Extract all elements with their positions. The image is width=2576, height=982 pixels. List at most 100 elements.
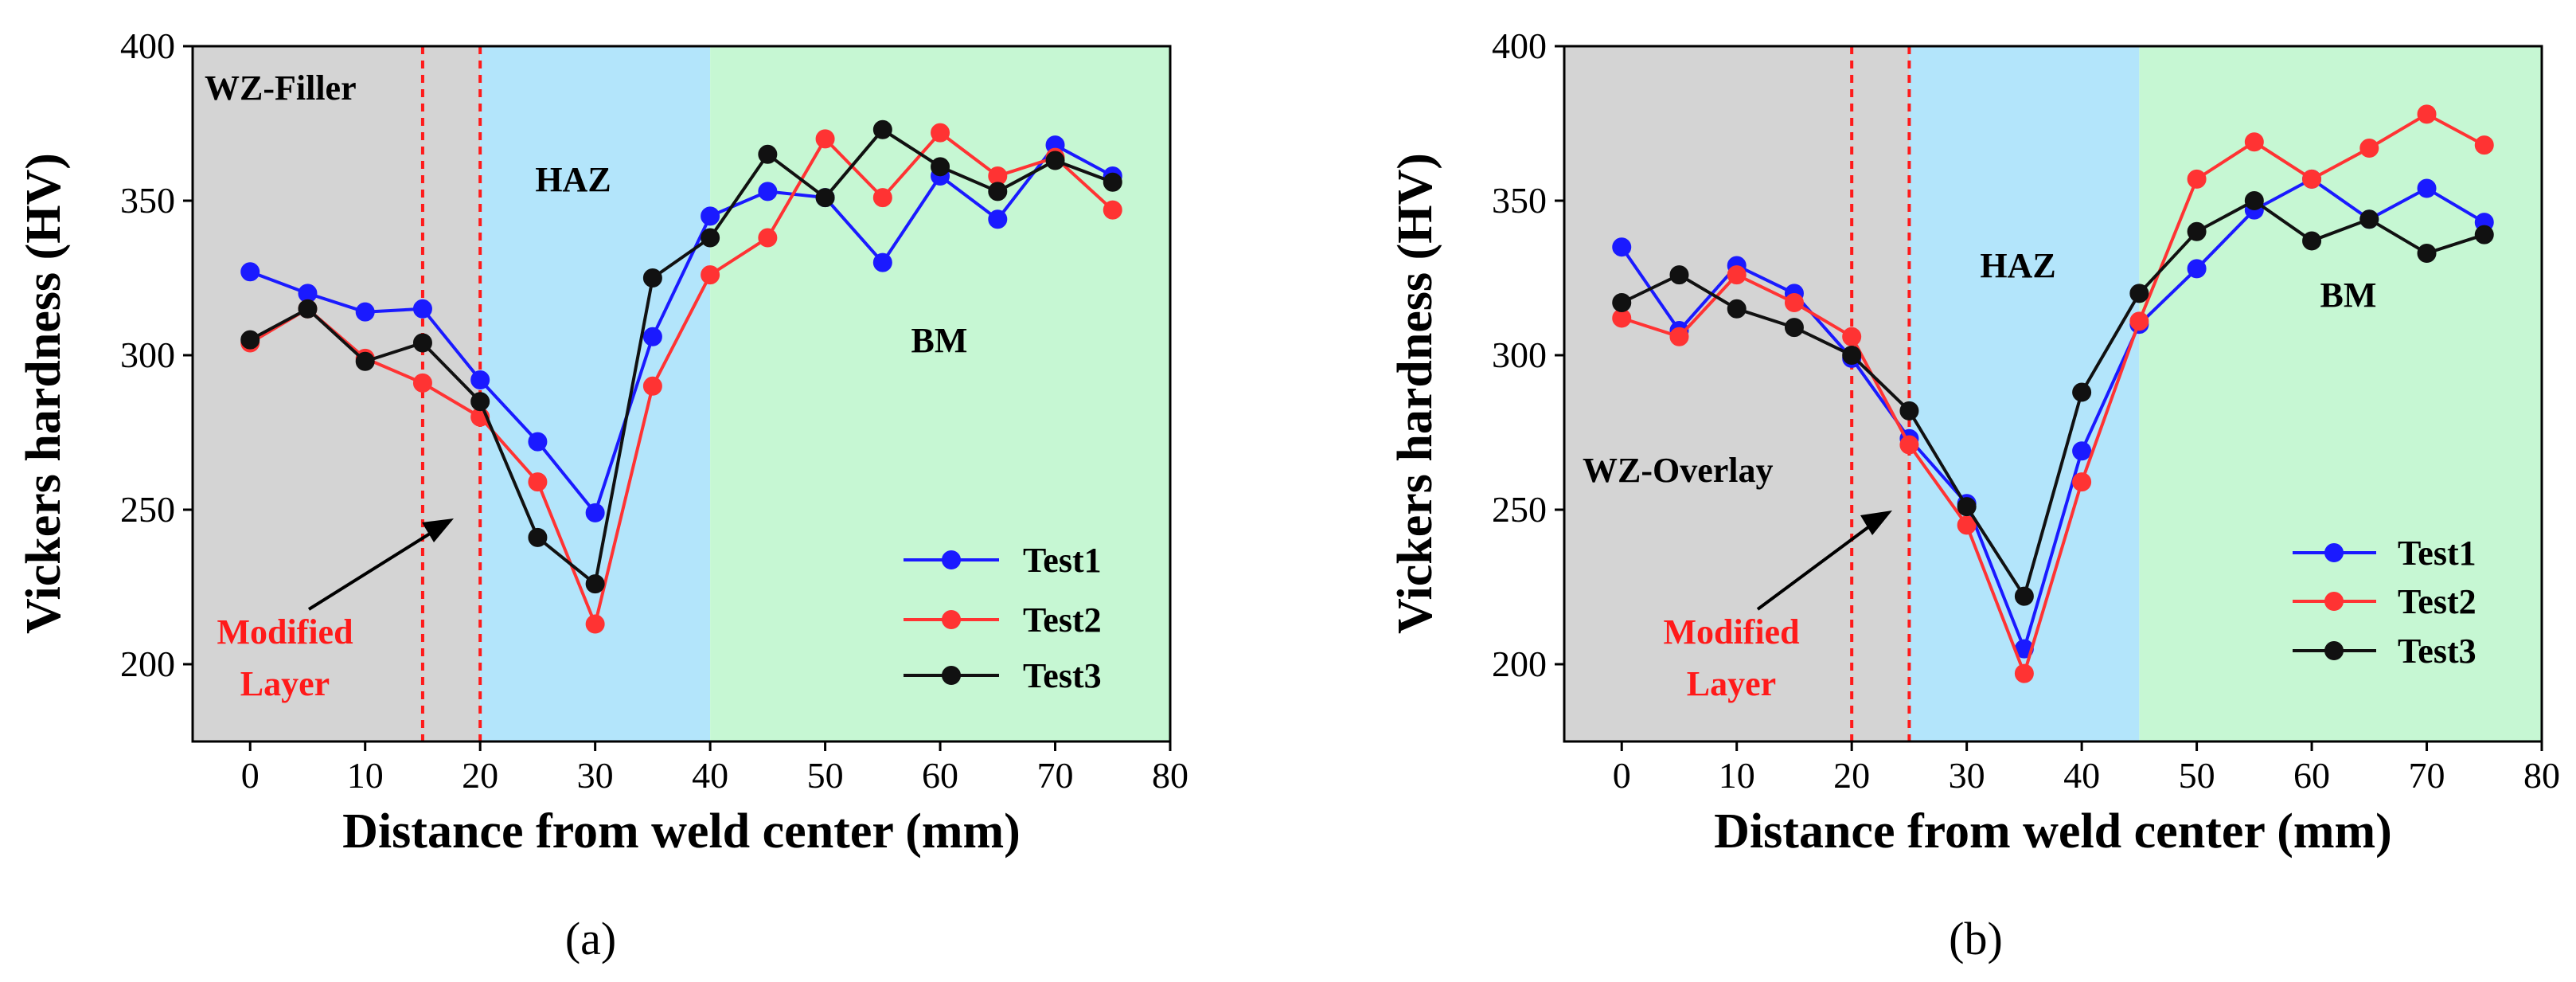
legend-label: Test2	[1023, 601, 1102, 640]
x-tick-label: 50	[807, 755, 844, 796]
data-point-test2	[1899, 435, 1919, 455]
series-line-test3	[1621, 198, 2485, 601]
x-tick-label: 70	[2409, 755, 2445, 796]
data-point-test3	[2359, 209, 2379, 229]
data-point-test3	[1842, 346, 1862, 365]
series-line-test1	[249, 143, 1114, 517]
legend-entry-test2: Test2	[2293, 582, 2476, 621]
data-point-test2	[931, 123, 950, 143]
data-point-test2	[1957, 515, 1977, 535]
x-tick-label: 40	[692, 755, 728, 796]
data-point-test1	[2072, 441, 2092, 461]
data-point-test3	[931, 157, 950, 177]
y-tick-label: 300	[120, 335, 175, 375]
data-point-test2	[1103, 200, 1122, 220]
legend-label: Test2	[2398, 582, 2476, 621]
data-point-test2	[2302, 169, 2322, 189]
x-tick-label: 20	[1833, 755, 1870, 796]
data-point-test2	[2417, 104, 2437, 124]
data-point-test3	[872, 119, 892, 139]
data-point-test3	[2072, 382, 2092, 402]
data-point-test3	[412, 333, 432, 353]
data-point-test3	[988, 182, 1008, 201]
modified-layer-label-line2: Layer	[240, 664, 330, 703]
data-point-test3	[1957, 497, 1977, 517]
chart-panel-a: 0 10 20 30 40 50 60 70 80 200 250 300 350 400 WZ-Fill…	[17, 25, 1188, 964]
y-tick-label: 350	[1492, 180, 1547, 221]
data-point-test1	[2187, 259, 2207, 279]
data-point-test3	[1103, 172, 1122, 192]
legend-entry-test3: Test3	[2293, 632, 2476, 671]
x-tick-label: 60	[922, 755, 958, 796]
data-point-test2	[1727, 265, 1747, 285]
x-tick-label: 30	[577, 755, 614, 796]
region-band	[480, 46, 711, 741]
data-point-test2	[872, 188, 892, 208]
annotation-arrow	[1756, 511, 1892, 611]
data-point-test1	[2417, 178, 2437, 198]
data-point-test3	[2417, 243, 2437, 263]
y-tick-label: 350	[120, 180, 175, 221]
data-point-test1	[585, 503, 605, 522]
data-point-test1	[758, 182, 778, 201]
data-point-test1	[412, 299, 432, 319]
series-line-test2	[1621, 112, 2485, 679]
data-point-test1	[872, 252, 892, 272]
region-label-wz: WZ-Filler	[205, 68, 357, 108]
x-tick-label: 0	[241, 755, 260, 796]
data-point-test3	[701, 228, 720, 248]
data-point-test3	[1899, 401, 1919, 421]
x-tick-label: 0	[1613, 755, 1631, 796]
data-point-test1	[355, 302, 375, 322]
modified-layer-label-line2: Layer	[1687, 664, 1776, 703]
data-point-test2	[1784, 293, 1804, 313]
x-tick-label: 50	[2179, 755, 2215, 796]
x-tick-label: 60	[2293, 755, 2330, 796]
x-tick-label: 30	[1949, 755, 1985, 796]
data-point-test3	[758, 144, 778, 164]
data-point-test1	[701, 206, 720, 226]
legend: Test1 Test2 Test3	[904, 541, 1102, 695]
y-tick-label: 250	[1492, 489, 1547, 530]
data-point-test3	[1045, 151, 1065, 170]
legend-entry-test2: Test2	[904, 601, 1102, 640]
data-point-test2	[2187, 169, 2207, 189]
data-point-test3	[1727, 299, 1747, 319]
data-point-test3	[528, 527, 548, 547]
data-point-test3	[2302, 231, 2322, 251]
data-point-test3	[1612, 293, 1632, 313]
y-tick-label: 200	[1492, 644, 1547, 684]
data-point-test2	[2072, 472, 2092, 492]
data-point-test2	[2129, 311, 2149, 331]
data-point-test2	[412, 373, 432, 393]
data-point-test3	[2014, 586, 2034, 606]
region-label-bm: BM	[911, 321, 968, 360]
region-label-haz: HAZ	[535, 160, 611, 199]
data-point-test1	[1612, 237, 1632, 257]
data-point-test2	[528, 472, 548, 492]
data-point-test2	[701, 265, 720, 285]
data-point-test2	[1669, 327, 1689, 346]
legend-label: Test3	[1023, 656, 1102, 695]
data-point-test3	[2474, 225, 2494, 245]
data-point-test3	[1784, 318, 1804, 338]
panel-label-a: (a)	[565, 913, 616, 964]
x-axis-title: Distance from weld center (mm)	[342, 804, 1021, 859]
modified-layer-label-line1: Modified	[217, 612, 353, 651]
y-tick-label: 300	[1492, 335, 1547, 375]
data-point-test2	[585, 614, 605, 634]
legend-label: Test3	[2398, 632, 2476, 671]
panel-label-b: (b)	[1949, 913, 2003, 964]
data-point-test3	[585, 574, 605, 594]
region-label-bm: BM	[2320, 276, 2377, 315]
legend-entry-test3: Test3	[904, 656, 1102, 695]
data-point-test3	[1669, 265, 1689, 285]
data-point-test3	[2129, 284, 2149, 303]
legend-label: Test1	[1023, 541, 1102, 580]
x-tick-label: 40	[2063, 755, 2100, 796]
series-line-test3	[249, 127, 1114, 587]
region-band	[193, 46, 481, 741]
y-tick-label: 400	[1492, 25, 1547, 66]
x-tick-label: 80	[2523, 755, 2560, 796]
y-axis-title: Vickers hardness (HV)	[1388, 153, 1442, 634]
